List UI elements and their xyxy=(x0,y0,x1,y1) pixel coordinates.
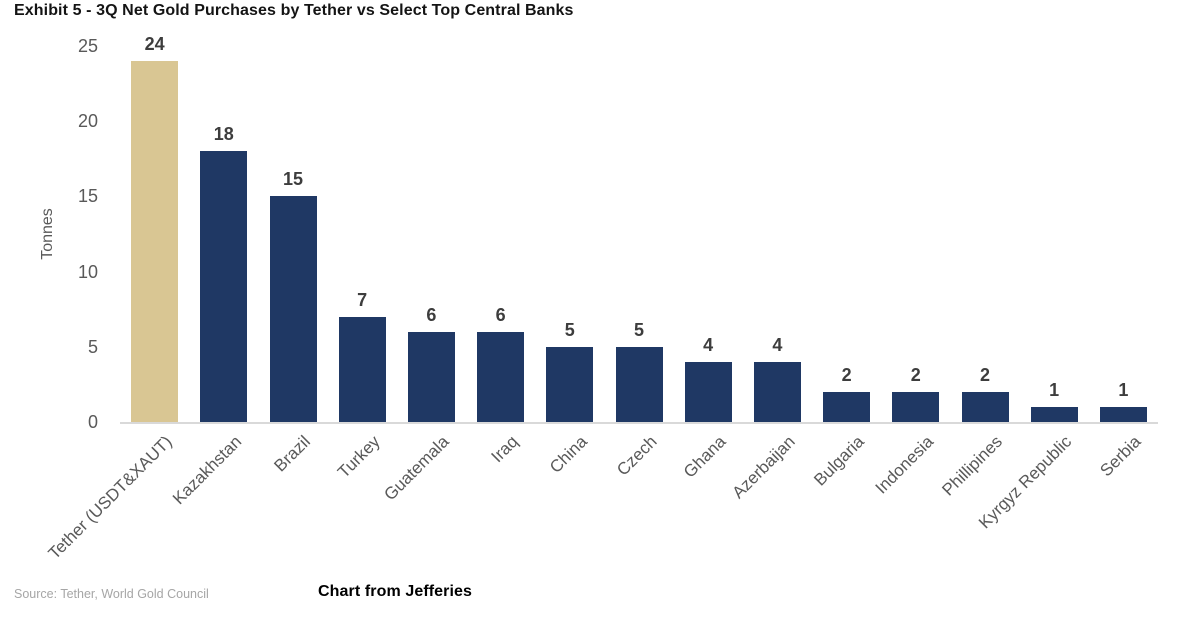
chart-title: Exhibit 5 - 3Q Net Gold Purchases by Tet… xyxy=(14,2,574,19)
x-axis-label: Brazil xyxy=(270,432,315,476)
bar-value-label: 1 xyxy=(1049,379,1060,400)
source-note: Source: Tether, World Gold Council xyxy=(14,587,209,601)
bar-central-bank xyxy=(892,391,940,422)
x-axis-label: Bulgaria xyxy=(810,432,869,490)
bar-central-bank xyxy=(684,361,732,422)
bar-value-label: 18 xyxy=(213,124,234,145)
y-tick-label: 20 xyxy=(77,111,98,132)
bar-value-label: 5 xyxy=(633,319,644,340)
bar-value-label: 6 xyxy=(495,304,506,325)
x-axis-label: Kazakhstan xyxy=(168,432,246,509)
y-axis-ticks: 0 5 10 15 20 25 xyxy=(0,0,98,620)
bar-central-bank xyxy=(200,151,248,422)
x-axis-label: Azerbaijan xyxy=(728,432,799,503)
bar-value-label: 24 xyxy=(144,34,165,55)
x-axis-label: Guatemala xyxy=(380,432,453,505)
plot-area: 24 18 15 7 6 6 5 5 4 4 2 2 2 1 1 xyxy=(120,34,1158,424)
x-axis-label: Serbia xyxy=(1096,432,1145,481)
bar-value-label: 4 xyxy=(703,334,714,355)
x-axis-label: Phillipines xyxy=(938,432,1007,500)
x-axis-label: Iraq xyxy=(487,432,523,467)
x-axis-label: Indonesia xyxy=(871,432,938,498)
y-tick-label: 5 xyxy=(87,336,98,357)
bar-central-bank xyxy=(269,196,317,422)
bar-value-label: 7 xyxy=(357,289,368,310)
x-axis-label: Czech xyxy=(612,432,661,480)
bar-central-bank xyxy=(338,316,386,422)
bar-value-label: 1 xyxy=(1118,379,1129,400)
bar-value-label: 2 xyxy=(910,364,921,385)
y-tick-label: 0 xyxy=(87,412,98,432)
credit-note: Chart from Jefferies xyxy=(318,583,473,600)
bar-value-label: 4 xyxy=(772,334,783,355)
bar-value-label: 6 xyxy=(426,304,437,325)
bar-central-bank xyxy=(753,361,801,422)
bar-central-bank xyxy=(615,346,663,422)
bar-central-bank xyxy=(823,391,871,422)
bar-value-label: 2 xyxy=(841,364,852,385)
x-axis-labels: Tether (USDT&XAUT) Kazakhstan Brazil Turkey… xyxy=(45,432,1158,582)
bar-value-label: 5 xyxy=(564,319,575,340)
bar-central-bank xyxy=(1030,406,1078,422)
bar-central-bank xyxy=(961,391,1009,422)
y-tick-label: 25 xyxy=(77,36,98,56)
x-axis-label: Ghana xyxy=(680,432,730,482)
bar-central-bank xyxy=(407,331,455,422)
bar-central-bank xyxy=(477,331,525,422)
y-tick-label: 10 xyxy=(77,261,98,282)
bar-tether xyxy=(131,61,179,422)
y-tick-label: 15 xyxy=(77,186,98,207)
x-axis-label: China xyxy=(546,432,592,477)
bar-value-label: 15 xyxy=(282,169,304,190)
bar-value-label: 2 xyxy=(979,364,990,385)
bar-central-bank xyxy=(1099,406,1147,422)
x-axis-label: Turkey xyxy=(333,432,384,482)
bar-central-bank xyxy=(546,346,594,422)
